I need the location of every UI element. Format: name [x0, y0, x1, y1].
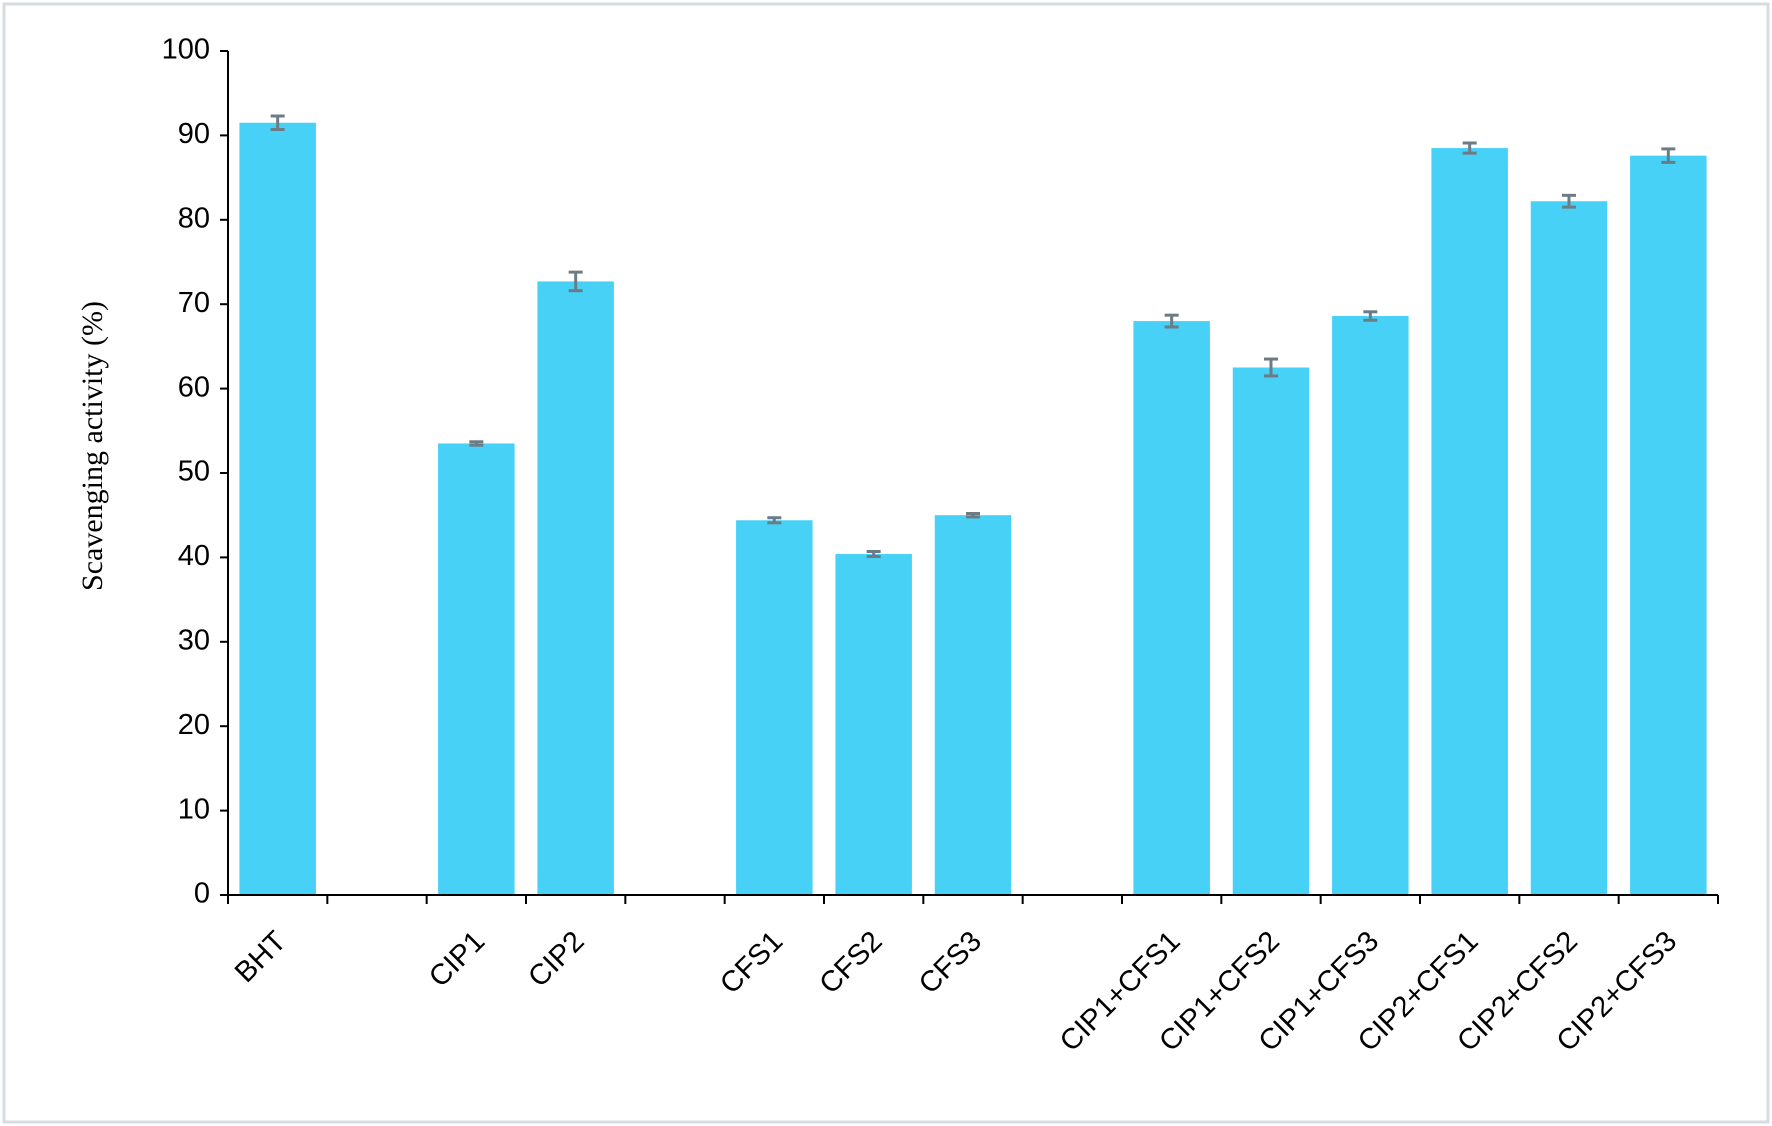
error-bar	[966, 512, 980, 519]
x-tick-label: CFS2	[814, 925, 889, 1000]
x-tick-label: CFS3	[913, 925, 988, 1000]
bar	[438, 443, 515, 895]
x-tick-label: CFS1	[714, 925, 789, 1000]
error-bar	[1363, 310, 1378, 322]
x-tick-label: CIP1	[423, 925, 491, 993]
bar	[537, 281, 614, 895]
y-tick-label: 30	[178, 624, 210, 656]
y-tick-label: 50	[178, 456, 210, 488]
y-tick-label: 40	[178, 540, 210, 572]
x-tick-label: CIP2	[522, 925, 590, 993]
bar	[736, 520, 813, 895]
error-bar	[1661, 147, 1676, 164]
bar	[1133, 321, 1210, 896]
y-tick-label: 90	[178, 118, 210, 150]
y-axis-label: Scavenging activity (%)	[76, 301, 109, 591]
y-tick-label: 80	[178, 202, 210, 234]
error-bar	[1562, 193, 1576, 209]
bar	[1232, 367, 1310, 895]
error-bar	[270, 114, 285, 131]
bar	[1332, 316, 1409, 895]
error-bar	[469, 440, 484, 447]
error-bar	[767, 516, 782, 525]
y-tick-label: 70	[178, 287, 210, 319]
error-bar	[568, 270, 583, 293]
error-bar	[866, 549, 881, 559]
error-bar	[1164, 313, 1179, 329]
y-tick-label: 0	[194, 878, 210, 910]
x-tick-label: BHT	[229, 925, 293, 989]
bar	[239, 122, 316, 896]
bar	[1630, 155, 1707, 895]
y-tick-label: 100	[162, 34, 210, 66]
error-bar	[1264, 357, 1278, 378]
bar	[1530, 201, 1608, 895]
y-tick-label: 60	[178, 371, 210, 403]
y-tick-label: 10	[178, 793, 210, 825]
error-bar	[1462, 141, 1477, 155]
bar	[835, 554, 912, 895]
y-tick-label: 20	[178, 709, 210, 741]
bar	[1431, 148, 1508, 895]
bar	[934, 515, 1012, 895]
